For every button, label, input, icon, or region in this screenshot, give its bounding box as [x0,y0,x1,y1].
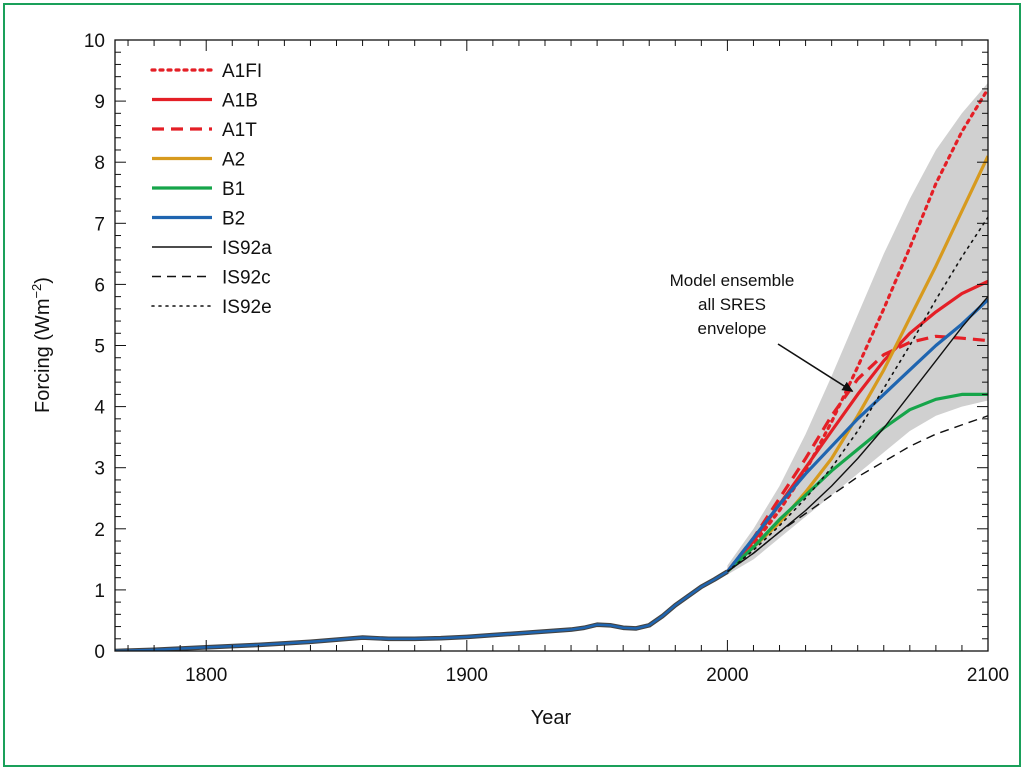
y-tick-label: 0 [94,642,105,663]
y-tick-label: 3 [94,459,105,480]
y-axis-title-main: Forcing (Wm [32,299,54,413]
legend-label-b2: B2 [222,209,245,230]
y-tick-label: 7 [94,214,105,235]
y-axis-title: Forcing (Wm−2) [29,277,54,413]
sres-envelope [727,82,988,575]
legend-label-a1fi: A1FI [222,61,262,82]
annotation-arrow [777,343,854,393]
y-axis-title-sup: −2 [29,284,44,299]
historical-line [115,570,729,651]
y-tick-label: 10 [84,31,105,52]
legend-label-is92e: IS92e [222,297,272,318]
series-line-b2 [726,298,988,573]
legend-label-a2: A2 [222,150,245,171]
y-tick-label: 1 [94,581,105,602]
annotation-line-1: Model ensemble [670,271,795,290]
series-line-b1 [726,392,988,573]
x-tick-label: 1800 [185,665,227,686]
x-tick-label: 2000 [706,665,748,686]
y-tick-label: 9 [94,92,105,113]
series-line-is92e [726,216,988,573]
legend-label-b1: B1 [222,179,245,200]
legend-label-is92a: IS92a [222,238,272,259]
series-line-is92c [726,415,988,573]
annotation-line-2: all SRES [698,295,766,314]
legend-label-a1b: A1B [222,91,258,112]
series-line-is92a [726,296,988,573]
series-line-a1fi [725,87,988,574]
y-tick-label: 6 [94,275,105,296]
annotation-line-3: envelope [697,319,766,338]
y-axis-title-close: ) [32,277,54,284]
y-tick-label: 2 [94,520,105,541]
y-tick-label: 4 [94,398,105,419]
x-axis-title: Year [531,707,572,729]
x-tick-label: 2100 [967,665,1009,686]
y-tick-label: 8 [94,153,105,174]
legend-label-a1t: A1T [222,120,257,141]
x-tick-label: 1900 [446,665,488,686]
y-tick-label: 5 [94,337,105,358]
legend-label-is92c: IS92c [222,268,271,289]
